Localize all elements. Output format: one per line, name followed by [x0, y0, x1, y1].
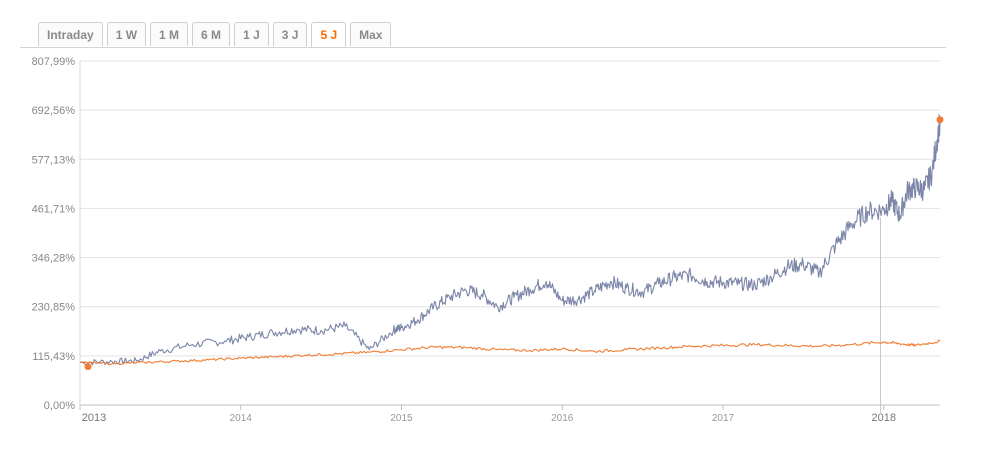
tab-1j[interactable]: 1 J: [234, 22, 269, 46]
tab-max[interactable]: Max: [350, 22, 392, 46]
x-tick-label: 2015: [390, 413, 413, 424]
series-line-benchmark: [79, 339, 941, 366]
tab-3j[interactable]: 3 J: [272, 22, 308, 46]
x-tick-label: 2016: [551, 413, 574, 424]
tab-5j[interactable]: 5 J: [311, 22, 347, 48]
x-tick-label: 2018: [871, 412, 895, 424]
y-tick-label: 0,00%: [44, 400, 75, 412]
tab-6m[interactable]: 6 M: [192, 22, 231, 46]
data-marker-benchmark: [84, 363, 92, 371]
y-tick-label: 115,43%: [32, 351, 75, 363]
y-tick-label: 577,13%: [32, 154, 76, 166]
y-tick-label: 692,56%: [32, 105, 76, 117]
x-tick-label: 2017: [712, 413, 735, 424]
tab-1w[interactable]: 1 W: [106, 22, 147, 46]
y-tick-label: 230,85%: [32, 302, 76, 314]
period-tabs: Intraday 1 W 1 M 6 M 1 J 3 J 5 J Max: [38, 22, 392, 48]
tab-intraday[interactable]: Intraday: [38, 22, 103, 46]
y-tick-label: 461,71%: [32, 203, 76, 215]
data-marker-main: [936, 116, 944, 124]
x-tick-label: 2014: [230, 413, 253, 424]
tab-underline: [20, 47, 946, 48]
y-tick-label: 346,28%: [32, 253, 76, 265]
x-tick-label: 2013: [82, 412, 106, 424]
y-tick-label: 807,99%: [32, 56, 76, 68]
series-line-main: [80, 114, 941, 366]
tab-1m[interactable]: 1 M: [150, 22, 189, 46]
